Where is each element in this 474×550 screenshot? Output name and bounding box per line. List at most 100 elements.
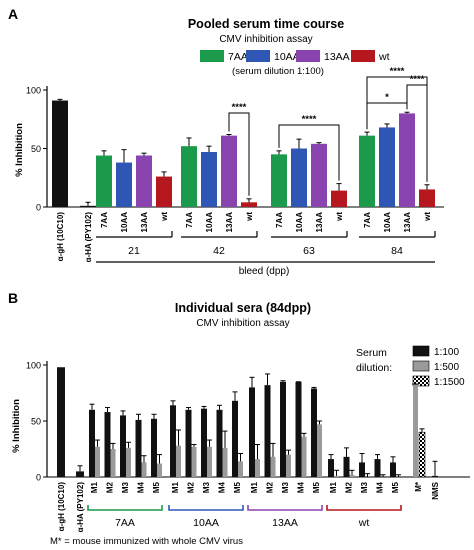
- bar-1-100: [216, 409, 223, 477]
- group-label-wt: wt: [358, 517, 370, 529]
- bar-1-500: [334, 475, 339, 477]
- bar-1-100: [232, 400, 238, 477]
- timepoint-label: 84: [391, 245, 403, 257]
- panel-b-chart: 1:100 1:500 1:1500 0 50 100 α-gH (10C10) α-HA (…: [26, 345, 470, 533]
- bar-7AA: [359, 135, 375, 207]
- bar-1-100: [104, 412, 111, 477]
- category-label-13AA: 13AA: [225, 212, 234, 233]
- significance-label: ****: [302, 114, 317, 125]
- mouse-label: M4: [218, 481, 227, 493]
- bar-wt: [331, 190, 347, 207]
- bar-1-100: [311, 388, 317, 477]
- panel-a-chart: 7AA 10AA 13AA wt 0 50 100 α-gH (10C10) α-HA (PY1…: [26, 50, 444, 263]
- mouse-label: M4: [137, 481, 146, 493]
- bar-1-500: [238, 461, 243, 477]
- timepoint-label: 21: [128, 245, 140, 257]
- bar-7AA: [271, 154, 287, 207]
- control-label: α-HA (PY102): [76, 482, 85, 533]
- y-tick-label: 0: [36, 473, 41, 483]
- significance-label: ****: [390, 66, 405, 77]
- bar-13AA: [221, 135, 237, 207]
- legend-label-13AA: 13AA: [324, 51, 350, 63]
- bar-1-500: [222, 447, 228, 477]
- bar-wt: [156, 176, 172, 207]
- group-bracket-wt: [326, 505, 402, 511]
- bar-1-100: [201, 408, 207, 477]
- mstar-label: M*: [414, 481, 423, 492]
- bar-1-100: [264, 385, 271, 477]
- mouse-label: M3: [121, 481, 130, 493]
- category-label-wt: wt: [335, 212, 344, 222]
- bar-1-500: [270, 456, 276, 477]
- legend-label-7AA: 7AA: [228, 51, 248, 63]
- mouse-label: M2: [106, 481, 115, 493]
- category-label-13AA: 13AA: [403, 212, 412, 233]
- legend-label-dilution: 1:100: [434, 347, 459, 358]
- control-bar: [80, 205, 96, 207]
- mouse-label: M5: [312, 481, 321, 493]
- bar-1-500: [95, 446, 100, 477]
- control-label: α-HA (PY102): [84, 212, 93, 263]
- group-label-10AA: 10AA: [193, 517, 219, 529]
- mouse-label: M4: [297, 481, 306, 493]
- bar-1-100: [151, 418, 157, 477]
- legend-label-dilution: 1:500: [434, 362, 459, 373]
- legend-swatch-dilution: [412, 345, 430, 357]
- legend-swatch-13AA: [296, 50, 320, 62]
- bar-1-100: [374, 459, 381, 477]
- bar-wt: [241, 202, 257, 207]
- bar-1-100: [120, 415, 126, 477]
- bar-7AA: [181, 146, 197, 207]
- bar-1-500: [157, 463, 162, 477]
- mouse-label: M1: [250, 481, 259, 493]
- bar-1-100: [135, 419, 142, 477]
- legend-swatch-10AA: [246, 50, 270, 62]
- mouse-label: M3: [202, 481, 211, 493]
- significance-label: *: [385, 92, 389, 103]
- bar-wt: [419, 189, 435, 207]
- panel-a-letter: A: [8, 6, 18, 22]
- significance-bracket: [366, 76, 428, 182]
- bar-13AA: [399, 113, 415, 207]
- panel-a-y-label: % Inhibition: [14, 123, 25, 177]
- significance-label: ****: [232, 102, 247, 113]
- bar-1-500: [317, 424, 322, 477]
- nms-bar: [432, 475, 438, 477]
- legend-swatch-dilution: [412, 360, 430, 372]
- panel-a-title: Pooled serum time course: [188, 17, 344, 31]
- category-label-wt: wt: [423, 212, 432, 222]
- control-bar: [57, 367, 65, 477]
- mouse-label: M1: [171, 481, 180, 493]
- mstar-bar-1-1500: [418, 431, 426, 478]
- legend-swatch-wt: [351, 50, 375, 62]
- bar-1-500: [126, 447, 131, 477]
- group-bracket-7AA: [87, 505, 163, 511]
- category-label-13AA: 13AA: [315, 212, 324, 233]
- category-label-10AA: 10AA: [120, 212, 129, 233]
- panel-b-subtitle: CMV inhibition assay: [196, 318, 289, 329]
- bar-7AA: [96, 155, 112, 207]
- significance-label: ****: [410, 74, 425, 85]
- panel-b-letter: B: [8, 290, 18, 306]
- mouse-label: M1: [90, 481, 99, 493]
- bar-1-500: [301, 436, 307, 477]
- mouse-label: M5: [233, 481, 242, 493]
- panel-b-title: Individual sera (84dpp): [175, 301, 311, 315]
- bar-13AA: [311, 143, 327, 207]
- timepoint-label: 63: [303, 245, 315, 257]
- bar-1-100: [280, 381, 286, 477]
- control-bar: [52, 100, 68, 207]
- panel-b-legend-title-2: dilution:: [356, 362, 392, 374]
- group-bracket-10AA: [168, 505, 244, 511]
- bar-10AA: [291, 148, 307, 207]
- mstar-bar-1-500: [413, 384, 418, 477]
- bar-1-100: [343, 456, 350, 477]
- bar-1-100: [359, 462, 365, 477]
- y-tick-label: 50: [31, 417, 41, 427]
- significance-bracket: [278, 124, 340, 181]
- bar-1-500: [349, 474, 355, 477]
- group-label-7AA: 7AA: [115, 517, 135, 529]
- y-tick-label: 100: [26, 361, 41, 371]
- bar-1-100: [328, 459, 334, 477]
- y-tick-label: 100: [26, 86, 41, 96]
